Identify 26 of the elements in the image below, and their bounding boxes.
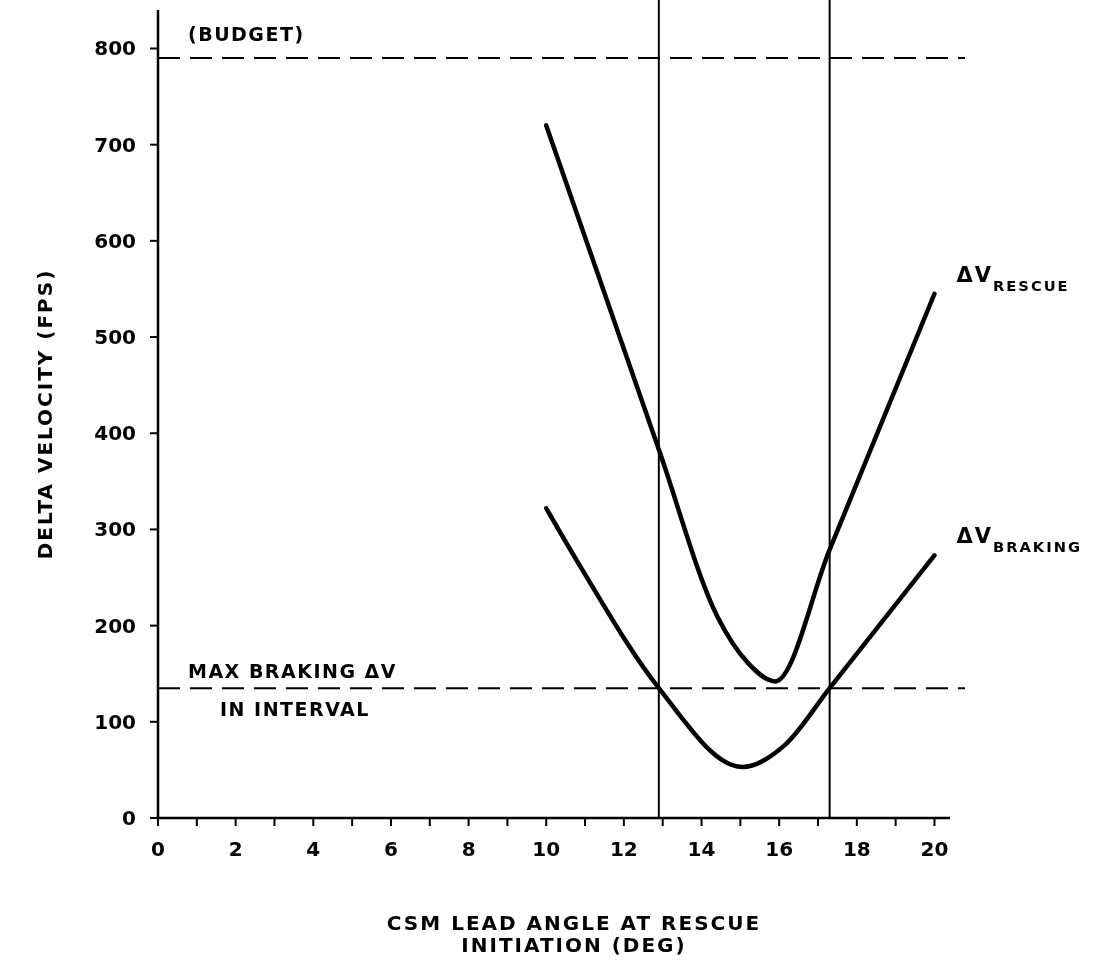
x-tick-label: 6 (383, 837, 398, 861)
y-tick-label: 700 (94, 132, 136, 157)
x-tick-label: 18 (842, 837, 871, 861)
x-tick-label: 2 (228, 837, 243, 861)
x-axis-title: CSM LEAD ANGLE AT RESCUE INITIATION (DEG) (386, 911, 762, 957)
series-label: ΔV$_{RESCUE}$ (956, 262, 1070, 294)
ref-line-label: (BUDGET) (188, 23, 305, 46)
y-tick-label: 0 (122, 806, 136, 830)
x-tick-label: 12 (609, 837, 638, 861)
x-tick-label: 4 (306, 837, 321, 861)
y-axis-title: DELTA VELOCITY (FPS) (33, 268, 57, 560)
y-tick-label: 200 (94, 613, 136, 638)
x-tick-label: 10 (532, 837, 561, 861)
y-tick-label: 400 (94, 421, 136, 446)
ref-line-label: MAX BRAKING ΔV IN INTERVAL (188, 660, 398, 721)
y-tick-label: 300 (94, 517, 136, 542)
x-tick-label: 8 (461, 837, 476, 861)
y-tick-label: 100 (94, 709, 136, 734)
series-label: ΔV$_{BRAKING}$ (956, 524, 1083, 555)
x-tick-label: 16 (765, 837, 794, 861)
x-tick-label: 0 (151, 837, 165, 861)
y-tick-label: 500 (94, 325, 136, 350)
y-tick-label: 600 (94, 228, 136, 253)
y-tick-label: 800 (94, 36, 136, 61)
x-tick-label: 20 (920, 837, 949, 861)
x-tick-label: 14 (687, 837, 716, 861)
